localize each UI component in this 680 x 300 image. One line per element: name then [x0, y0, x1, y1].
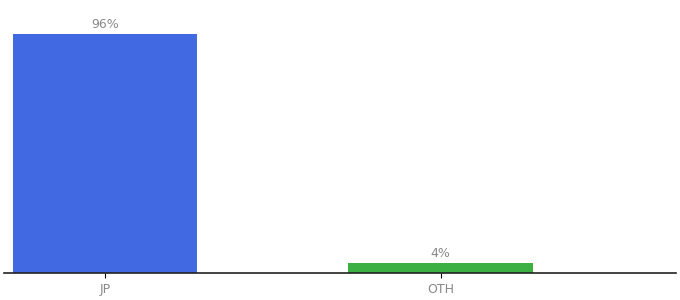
Bar: [348, 263, 533, 273]
Text: 4%: 4%: [431, 247, 451, 260]
Text: 96%: 96%: [91, 18, 119, 31]
Bar: [12, 34, 197, 273]
